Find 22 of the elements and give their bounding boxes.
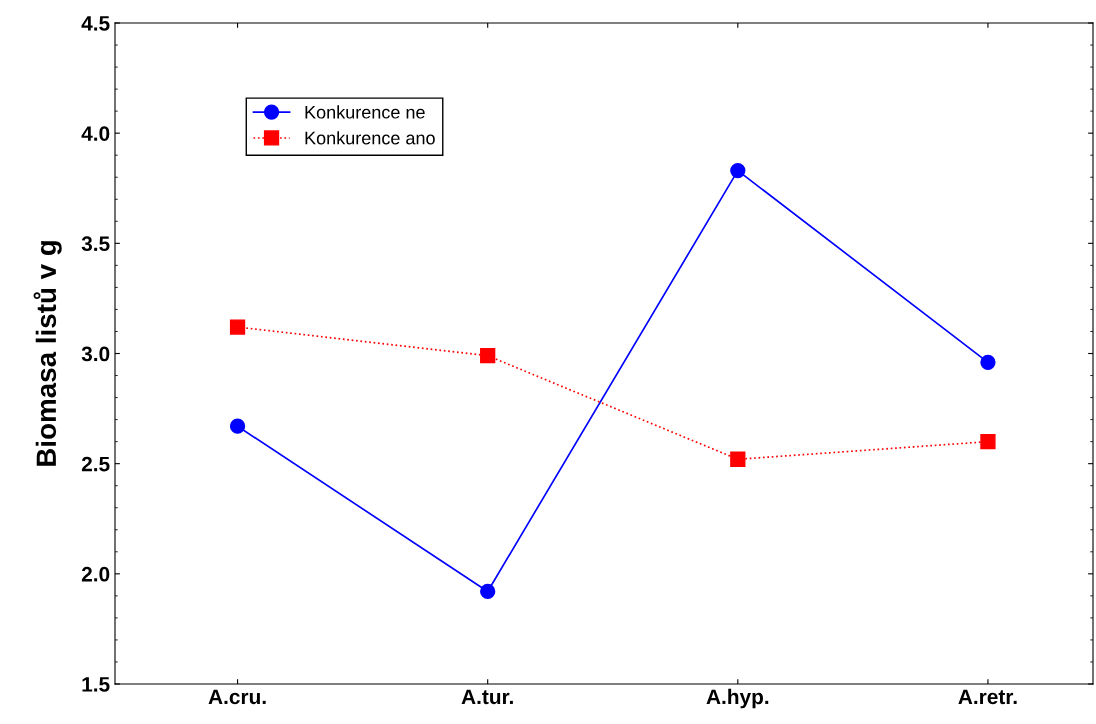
y-tick-label: 1.5 <box>82 677 110 692</box>
x-tick-label: A.retr. <box>958 689 1017 705</box>
point <box>730 162 746 179</box>
point <box>229 319 246 335</box>
point <box>229 418 246 434</box>
y-tick-label: 3.0 <box>81 346 110 362</box>
point <box>980 354 996 370</box>
point <box>980 433 996 450</box>
y-tick-label: 4.0 <box>81 126 110 141</box>
x-tick-label: A.tur. <box>461 689 513 705</box>
legend-label: Konkurence ano <box>305 131 435 145</box>
y-axis-title: Biomasa listů v g <box>33 241 62 466</box>
y-tick-label: 2.5 <box>81 456 110 472</box>
legend-label: Konkurence ne <box>305 105 425 119</box>
y-tick-label: 2.0 <box>81 566 110 582</box>
y-tick-label: 3.5 <box>81 236 110 252</box>
x-tick-label: A.cru. <box>208 689 266 705</box>
point <box>730 451 746 467</box>
x-tick-label: A.hyp. <box>706 688 769 709</box>
y-tick-label: 4.5 <box>81 16 110 31</box>
point <box>480 348 496 364</box>
point <box>480 583 496 600</box>
